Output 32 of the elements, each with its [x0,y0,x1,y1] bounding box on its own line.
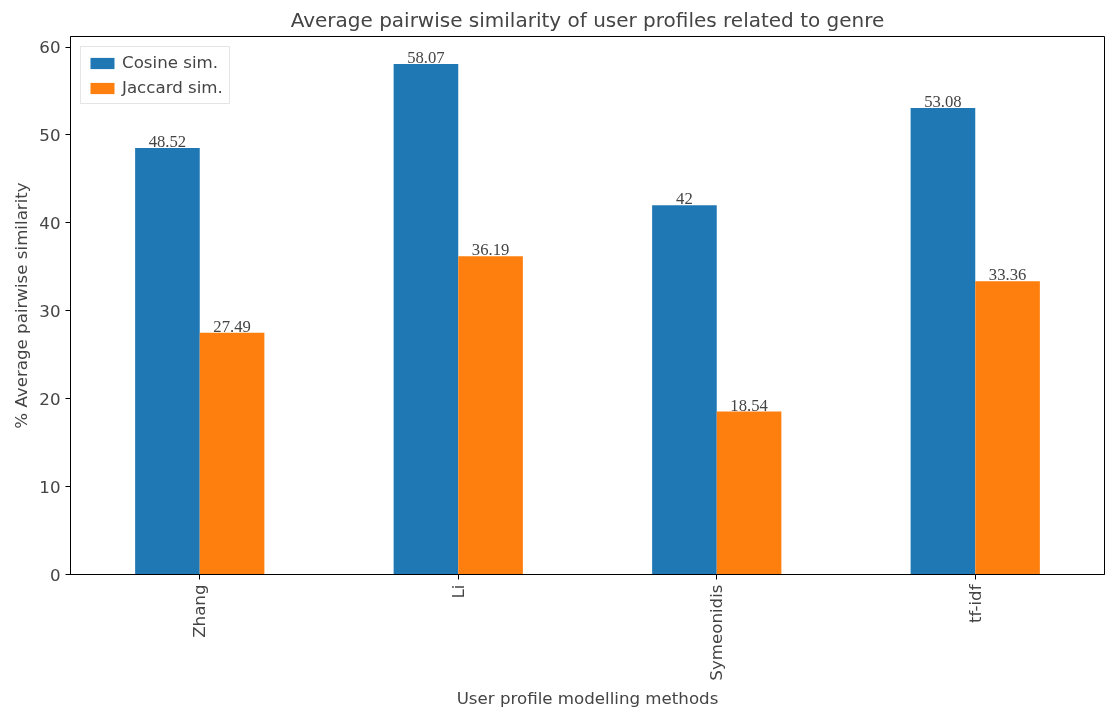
y-axis-title: % Average pairwise similarity [12,182,32,429]
x-tick-label: Li [448,584,468,599]
y-tick-label: 10 [39,477,61,497]
data-label: 36.19 [471,240,510,260]
data-label: 18.54 [730,395,769,415]
x-axis-title: User profile modelling methods [456,688,719,708]
bar [975,281,1040,575]
bar [393,64,459,575]
y-tick-label: 20 [39,389,61,409]
bar [135,147,200,575]
chart-title: Average pairwise similarity of user profiles related to genre [290,7,885,32]
data-label: 33.36 [988,265,1027,285]
y-tick-label: 0 [49,565,61,585]
bar [199,332,265,575]
bar [716,411,782,575]
bar [910,107,976,575]
y-tick-label: 40 [39,213,61,233]
bar [458,256,523,575]
data-label: 42 [676,189,693,209]
legend-label: Jaccard sim. [122,78,223,97]
y-tick-label: 50 [39,125,61,145]
legend-label: Cosine sim. [122,53,219,72]
bar [652,205,717,575]
y-tick-label: 60 [39,38,61,58]
x-tick-label: Symeonidis [707,584,727,681]
y-tick-label: 30 [39,301,61,321]
x-tick-label: tf-idf [965,583,985,624]
data-label: 53.08 [924,91,962,111]
data-label: 27.49 [213,316,251,336]
data-label: 48.52 [148,131,187,151]
data-label: 58.07 [407,48,445,68]
x-tick-label: Zhang [190,584,210,638]
